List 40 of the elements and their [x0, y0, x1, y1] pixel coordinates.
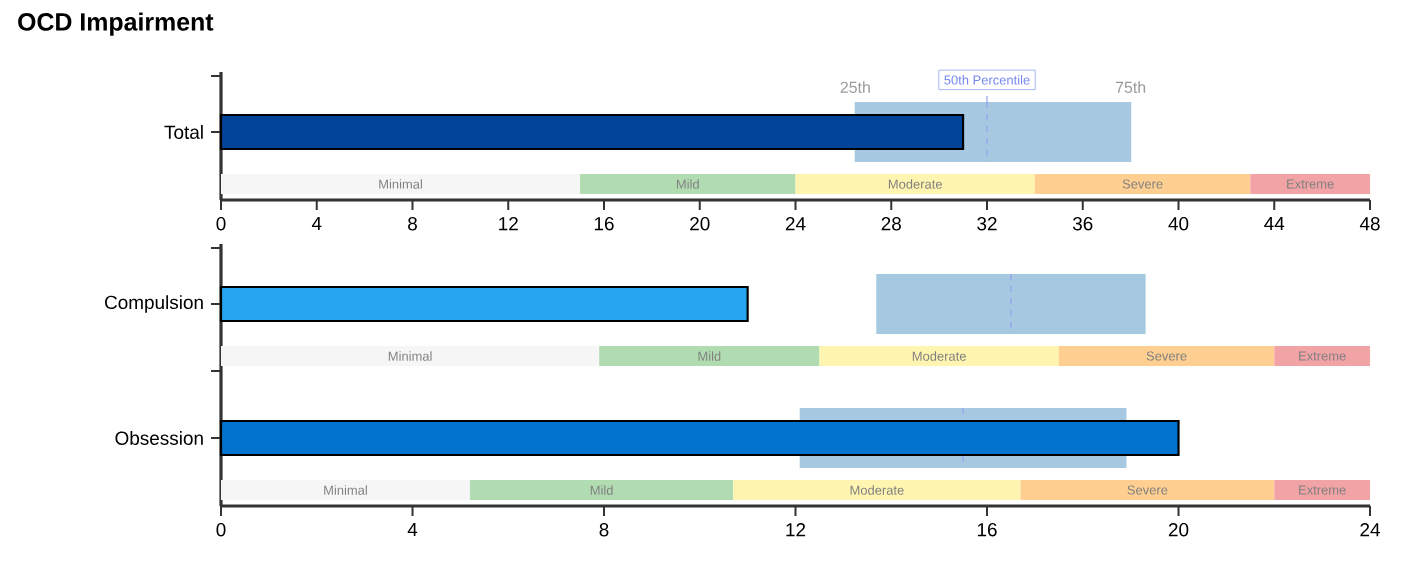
y-tick-label: Total: [164, 125, 203, 139]
bar: [580, 173, 796, 194]
x-tick-label: 12: [499, 217, 518, 231]
x-tick-label: 8: [599, 523, 609, 537]
x-tick-label: 20: [1168, 523, 1189, 537]
bar: [599, 346, 820, 366]
x-tick-label: 24: [785, 217, 806, 231]
chart-title: OCD Impairment: [18, 12, 214, 36]
x-tick-label: 24: [1360, 523, 1380, 537]
y-tick-label: Compulsion: [105, 295, 203, 313]
bar: [819, 346, 1059, 366]
bar: [1250, 173, 1371, 194]
x-tick-label: 36: [1072, 217, 1093, 231]
x-tick-label: 28: [881, 217, 901, 231]
x-tick-label: 48: [1359, 217, 1380, 231]
x-tick-label: 20: [690, 217, 710, 231]
bar: [733, 480, 1021, 500]
bar: [1058, 346, 1275, 366]
bar: [221, 173, 581, 194]
x-tick-label: 32: [977, 217, 997, 231]
bar: [221, 480, 470, 500]
x-tick-label: 44: [1264, 216, 1285, 231]
x-tick-label: 12: [786, 523, 806, 537]
bar: [1274, 480, 1371, 500]
bar: [795, 173, 1035, 194]
x-tick-label: 16: [594, 217, 614, 231]
x-tick-label: 40: [1168, 217, 1189, 231]
bar: [1034, 173, 1251, 194]
bar: [469, 480, 734, 500]
bar: [1020, 480, 1275, 500]
x-tick-label: 0: [216, 523, 226, 537]
bar: [219, 285, 749, 323]
x-tick-label: 4: [311, 216, 322, 231]
x-tick-label: 16: [977, 523, 997, 537]
x-tick-label: 8: [408, 217, 417, 231]
y-tick-label: Obsession: [115, 431, 203, 445]
x-tick-label: 0: [216, 217, 226, 231]
bar: [221, 346, 600, 366]
bar: [1274, 346, 1371, 366]
x-tick-label: 4: [407, 523, 418, 537]
